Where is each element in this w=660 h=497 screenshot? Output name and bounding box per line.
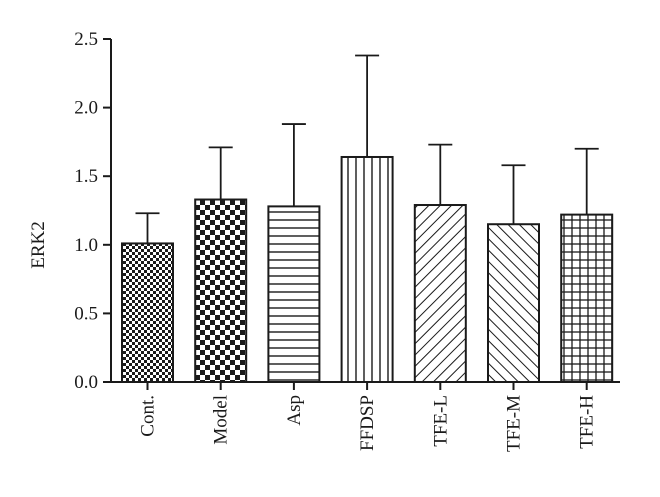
- bars: [121, 155, 614, 383]
- y-tick-label: 0.5: [74, 303, 98, 324]
- x-tick-label: FFDSP: [357, 395, 378, 451]
- bar-model: [194, 198, 248, 383]
- y-tick-label: 1.5: [74, 166, 98, 187]
- x-tick-label: TFE-H: [577, 395, 598, 449]
- y-tick-label: 2.5: [74, 29, 98, 50]
- x-tick-label: Asp: [284, 395, 305, 426]
- x-axis: Cont. Model Asp FFDSP TFE-L TFE-M TFE-H: [111, 381, 620, 452]
- bar-tfe-l: [413, 204, 467, 383]
- x-tick-label: Cont.: [138, 395, 159, 437]
- y-tick-label: 1.0: [74, 235, 98, 256]
- bar-tfe-m: [487, 223, 540, 383]
- x-tick-label: TFE-L: [430, 395, 451, 447]
- error-bars: [135, 54, 599, 244]
- x-tick-label: TFE-M: [504, 395, 525, 452]
- bar-cont: [121, 242, 174, 383]
- bar-tfe-h: [560, 213, 614, 383]
- y-axis: 0.0 0.5 1.0 1.5 2.0 2.5: [74, 29, 112, 393]
- bar-asp: [267, 205, 321, 383]
- bar-ffdsp: [340, 155, 394, 383]
- y-tick-label: 0.0: [74, 372, 98, 393]
- y-axis-title: ERK2: [28, 221, 49, 269]
- x-tick-label: Model: [211, 395, 232, 445]
- y-tick-label: 2.0: [74, 98, 98, 119]
